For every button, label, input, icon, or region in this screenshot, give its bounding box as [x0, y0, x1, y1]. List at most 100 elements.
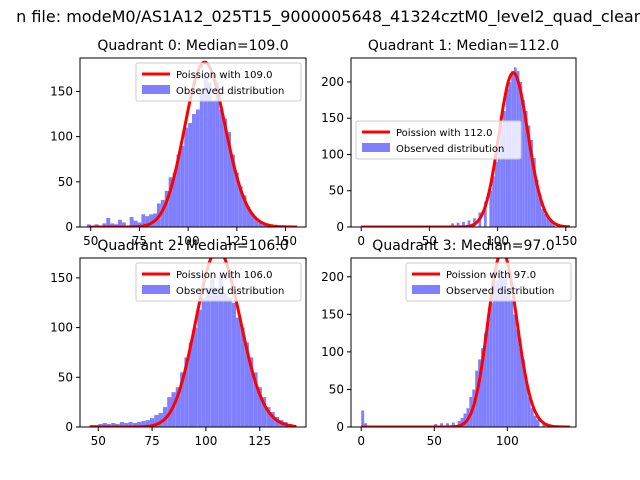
histogram-bar	[188, 123, 193, 227]
legend-observed-swatch	[142, 285, 170, 294]
poisson-fit-line	[89, 258, 297, 427]
histogram-bar	[188, 342, 193, 427]
axes-frame	[79, 57, 307, 228]
legend-fit-label: Poission with 106.0	[176, 270, 272, 281]
histogram-bar	[486, 318, 490, 427]
histogram-bar	[535, 179, 539, 227]
x-tick-label: 50	[422, 234, 437, 248]
panel-quadrant-2: Quadrant 2: Median=106.0 50 75 100 125 0 50 100…	[50, 238, 307, 448]
histogram-bar	[533, 415, 537, 427]
histogram-bar	[149, 214, 154, 227]
histogram-bar	[497, 147, 501, 227]
histogram-bar	[172, 172, 177, 227]
panel-title: Quadrant 3: Median=97.0	[372, 238, 554, 254]
histogram-bar	[137, 422, 142, 427]
histogram-bar	[231, 302, 237, 427]
histogram-bar	[541, 208, 544, 227]
histogram-bar	[219, 109, 224, 227]
histogram-bar	[124, 423, 129, 427]
histogram-bar	[262, 224, 267, 227]
histogram-bar	[258, 222, 263, 227]
axes-frame	[350, 257, 577, 428]
histogram-bar	[483, 201, 487, 227]
histogram-bar	[129, 217, 134, 227]
x-tick-label: 75	[132, 234, 147, 248]
legend-fit-label: Poission with 109.0	[176, 70, 272, 81]
histogram-bar	[546, 218, 550, 227]
x-tick-label: 125	[248, 434, 271, 448]
histogram-bar	[451, 422, 455, 427]
y-tick-label: 50	[58, 175, 73, 189]
histogram-bar	[193, 327, 198, 427]
histogram-bar	[494, 161, 498, 227]
legend-observed-swatch	[412, 285, 440, 294]
histogram-bar	[495, 280, 499, 427]
histogram-bar	[492, 284, 496, 427]
plot-area	[361, 258, 571, 427]
panel-title: Quadrant 2: Median=106.0	[97, 238, 288, 254]
histogram-bar	[361, 410, 365, 427]
histogram-bar	[240, 327, 245, 427]
histogram-bar	[110, 223, 115, 227]
histogram-bar	[456, 222, 460, 227]
histogram-bar	[102, 223, 107, 227]
histogram-bar	[132, 423, 138, 427]
histogram-bar	[171, 392, 176, 427]
histogram-bar	[248, 357, 254, 427]
figure-suptitle: n file: modeM0/AS1A12_025T15_9000005648_…	[16, 7, 640, 27]
panel-quadrant-0: Quadrant 0: Median=109.0 50 75 100 125 150 0 50…	[50, 38, 307, 248]
x-tick-label: 75	[144, 434, 159, 448]
legend: Poission with 106.0 Observed distribution	[135, 262, 302, 302]
histogram-bar	[250, 213, 255, 227]
legend-observed-label: Observed distribution	[396, 144, 504, 155]
axes-frame	[79, 257, 307, 428]
y-tick-label: 0	[65, 420, 73, 434]
histogram-bar	[227, 132, 231, 227]
histogram-bar	[467, 220, 471, 227]
y-tick-label: 0	[336, 220, 344, 234]
legend-fit-label: Poission with 112.0	[396, 128, 492, 139]
histogram-bar	[524, 381, 528, 427]
legend-box	[405, 262, 572, 302]
y-tick-label: 0	[336, 420, 344, 434]
y-tick-label: 100	[321, 147, 344, 161]
histogram-bar	[543, 213, 547, 227]
histogram-bar	[257, 387, 262, 427]
histogram-bar	[137, 222, 142, 227]
legend-observed-swatch	[142, 85, 170, 94]
histogram-bar	[492, 176, 495, 227]
legend-box	[355, 120, 522, 160]
histogram-bar	[503, 110, 506, 227]
histogram-bar	[527, 125, 531, 227]
y-tick-label: 200	[321, 75, 344, 89]
histogram-bar	[266, 407, 271, 427]
histogram-bar	[524, 110, 528, 227]
histogram-bar	[86, 224, 91, 227]
histogram-bar	[164, 190, 169, 227]
histogram-bar	[521, 359, 525, 427]
histogram-bar	[434, 423, 438, 427]
histogram-bar	[192, 114, 196, 227]
histogram-bar	[481, 348, 484, 427]
x-tick-label: 0	[357, 234, 365, 248]
histogram-bar	[197, 309, 202, 427]
legend-observed-label: Observed distribution	[176, 86, 284, 97]
y-tick-label: 0	[65, 220, 73, 234]
histogram-bar	[211, 100, 216, 227]
histogram-bar	[184, 127, 189, 227]
legend-box	[135, 262, 302, 302]
histogram-bar	[180, 372, 185, 427]
histogram-bar	[364, 423, 368, 427]
histogram-bar	[246, 207, 251, 227]
histogram-bar	[102, 423, 107, 427]
y-tick-label: 100	[321, 345, 344, 359]
histogram-bar	[145, 216, 150, 227]
histogram-bar	[513, 314, 517, 427]
histogram-bar	[510, 299, 514, 427]
histogram-bar	[501, 276, 505, 427]
histogram-bar	[483, 333, 487, 427]
histogram-bar	[507, 288, 511, 427]
x-tick-label: 0	[357, 434, 365, 448]
histogram-bar	[218, 277, 224, 427]
